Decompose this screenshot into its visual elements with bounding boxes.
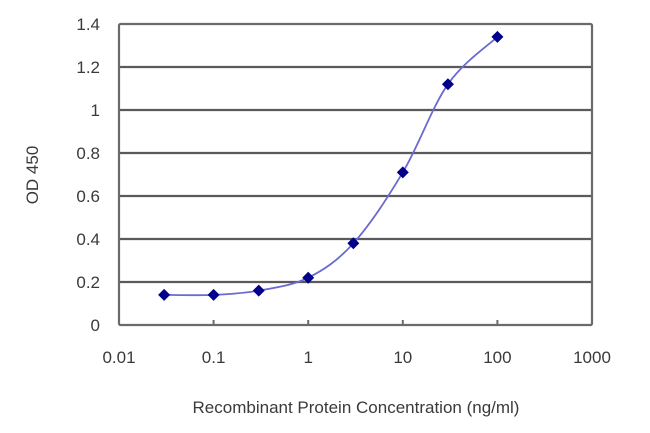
data-point-diamond [396, 166, 409, 179]
plot-frame [117, 22, 594, 327]
y-tick-label: 0.8 [76, 144, 100, 163]
x-tick-label: 1 [303, 348, 312, 367]
y-tick-label: 0 [91, 316, 100, 335]
data-point-diamond [491, 30, 504, 43]
x-tick-label: 1000 [573, 348, 611, 367]
x-tick-label: 10 [393, 348, 412, 367]
y-tick-label: 0.2 [76, 273, 100, 292]
y-axis-tick-labels: 0 0.2 0.4 0.6 0.8 1 1.2 1.4 [76, 15, 100, 335]
data-point-diamond [158, 288, 171, 301]
y-tick-label: 1.2 [76, 58, 100, 77]
y-tick-label: 1.4 [76, 15, 100, 34]
y-tick-label: 1 [91, 101, 100, 120]
data-line [164, 36, 499, 297]
data-point-diamond [207, 288, 220, 301]
y-axis-title: OD 450 [23, 146, 42, 205]
x-tick-label: 100 [483, 348, 511, 367]
x-axis-ticks [212, 320, 499, 325]
x-axis-title: Recombinant Protein Concentration (ng/ml… [193, 398, 520, 417]
y-tick-label: 0.6 [76, 187, 100, 206]
x-tick-label: 0.1 [202, 348, 226, 367]
gridlines [119, 65, 592, 284]
x-tick-label: 0.01 [102, 348, 135, 367]
data-point-diamond [441, 78, 454, 91]
data-point-diamond [252, 284, 265, 297]
data-markers [158, 30, 504, 301]
data-point-diamond [302, 271, 315, 284]
y-tick-label: 0.4 [76, 230, 100, 249]
data-point-diamond [347, 237, 360, 250]
x-axis-tick-labels: 0.01 0.1 1 10 100 1000 [102, 348, 610, 367]
